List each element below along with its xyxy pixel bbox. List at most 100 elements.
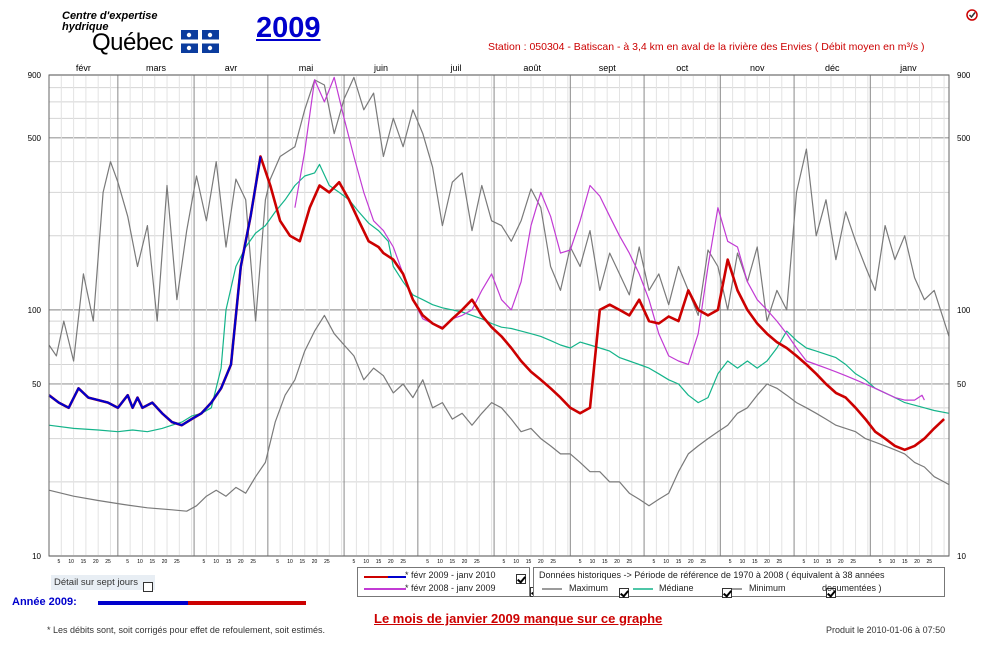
legend-label-previous: * févr 2008 - janv 2009 — [405, 583, 496, 593]
day-tick-label: 10 — [813, 559, 819, 565]
month-label: sept — [599, 63, 617, 73]
produced-date: Produit le 2010-01-06 à 07:50 — [826, 625, 946, 635]
day-tick-label: 5 — [653, 559, 656, 565]
legend-checkbox-minimum[interactable] — [825, 587, 836, 598]
day-tick-label: 25 — [550, 559, 556, 565]
day-tick-label: 15 — [299, 559, 305, 565]
day-tick-label: 5 — [203, 559, 206, 565]
month-label: nov — [750, 63, 765, 73]
day-tick-label: 10 — [437, 559, 443, 565]
legend-swatches — [364, 576, 406, 590]
day-tick-label: 25 — [400, 559, 406, 565]
day-tick-label: 10 — [363, 559, 369, 565]
day-tick-label: 5 — [579, 559, 582, 565]
y-tick-label-left: 10 — [32, 552, 41, 561]
fleur-de-lys-flag-icon — [181, 30, 219, 53]
day-tick-label: 5 — [57, 559, 60, 565]
day-tick-label: 15 — [226, 559, 232, 565]
month-label: mars — [146, 63, 166, 73]
day-tick-label: 15 — [902, 559, 908, 565]
legend-label-minimum: Minimum — [749, 583, 786, 593]
legend-label-maximum: Maximum — [569, 583, 609, 593]
series-maximum — [48, 76, 950, 362]
day-tick-label: 15 — [376, 559, 382, 565]
day-tick-label: 15 — [526, 559, 532, 565]
day-tick-label: 20 — [914, 559, 920, 565]
logo-line2: hydrique — [62, 21, 109, 33]
day-tick-label: 25 — [850, 559, 856, 565]
station-title: Station : 050304 - Batiscan - à 3,4 km e… — [488, 41, 925, 53]
day-tick-label: 10 — [287, 559, 293, 565]
day-tick-label: 20 — [162, 559, 168, 565]
annee-label: Année 2009: — [12, 596, 77, 608]
day-tick-label: 25 — [324, 559, 330, 565]
logo-word: Québec — [92, 29, 174, 56]
annee-bar-blue — [98, 601, 188, 605]
day-tick-label: 10 — [68, 559, 74, 565]
day-tick-label: 5 — [353, 559, 356, 565]
month-label: déc — [825, 63, 840, 73]
legend-checkbox-maximum[interactable] — [619, 587, 629, 598]
year-link[interactable]: 2009 — [256, 12, 321, 44]
y-tick-label-left: 100 — [28, 306, 42, 315]
annee-bar-red — [188, 601, 306, 605]
y-tick-label-left: 900 — [28, 71, 42, 80]
series-minimum — [48, 314, 950, 512]
legend-label-current: * févr 2009 - janv 2010 — [405, 570, 496, 580]
y-tick-label-right: 100 — [957, 306, 971, 315]
y-tick-label-right: 900 — [957, 71, 971, 80]
month-label: juin — [373, 63, 388, 73]
historic-description-end: documentées ) — [822, 583, 882, 593]
month-label: avr — [225, 63, 238, 73]
day-tick-label: 20 — [388, 559, 394, 565]
day-tick-label: 10 — [513, 559, 519, 565]
day-tick-label: 20 — [93, 559, 99, 565]
plot-frame — [48, 74, 950, 557]
month-label: juil — [449, 63, 461, 73]
day-tick-label: 25 — [927, 559, 933, 565]
legend-checkbox-current[interactable] — [516, 573, 526, 584]
month-label: mai — [299, 63, 314, 73]
day-tick-label: 15 — [602, 559, 608, 565]
day-tick-label: 5 — [426, 559, 429, 565]
day-tick-label: 20 — [838, 559, 844, 565]
day-tick-label: 20 — [538, 559, 544, 565]
day-tick-label: 20 — [462, 559, 468, 565]
day-tick-label: 10 — [137, 559, 143, 565]
y-tick-label-right: 10 — [957, 552, 966, 561]
day-tick-label: 20 — [238, 559, 244, 565]
detail-toggle-label: Détail sur sept jours — [51, 575, 155, 590]
chart-grid — [49, 74, 949, 557]
day-tick-label: 10 — [663, 559, 669, 565]
footnote: * Les débits sont, soit corrigés pour ef… — [47, 625, 325, 635]
day-tick-label: 25 — [474, 559, 480, 565]
day-tick-label: 25 — [174, 559, 180, 565]
day-tick-label: 15 — [449, 559, 455, 565]
day-tick-label: 15 — [81, 559, 87, 565]
legend-historic: Données historiques -> Période de référe… — [533, 567, 945, 598]
historic-description: Données historiques -> Période de référe… — [539, 570, 885, 580]
day-tick-label: 25 — [250, 559, 256, 565]
day-tick-label: 20 — [614, 559, 620, 565]
day-tick-label: 5 — [803, 559, 806, 565]
legend-checkbox-mediane[interactable] — [722, 587, 733, 598]
detail-checkbox[interactable] — [143, 581, 153, 592]
legend-label-mediane: Médiane — [659, 583, 694, 593]
missing-month-note[interactable]: Le mois de janvier 2009 manque sur ce gr… — [374, 611, 663, 626]
day-tick-label: 5 — [729, 559, 732, 565]
day-tick-label: 10 — [590, 559, 596, 565]
chart-series — [48, 76, 950, 512]
day-tick-label: 5 — [503, 559, 506, 565]
day-tick-label: 20 — [688, 559, 694, 565]
month-label: août — [523, 63, 541, 73]
day-tick-label: 15 — [752, 559, 758, 565]
day-tick-label: 15 — [149, 559, 155, 565]
y-tick-label-left: 500 — [28, 134, 42, 143]
day-tick-label: 5 — [879, 559, 882, 565]
chart-ticks: févr 5 10 15 20 25 mars 5 10 15 20 25 avr 5 10 15 20 25 ma… — [28, 63, 971, 565]
day-tick-label: 25 — [105, 559, 111, 565]
legend-current: * févr 2009 - janv 2010 * févr 2008 - ja… — [357, 567, 541, 597]
close-icon[interactable] — [966, 9, 978, 21]
day-tick-label: 25 — [777, 559, 783, 565]
